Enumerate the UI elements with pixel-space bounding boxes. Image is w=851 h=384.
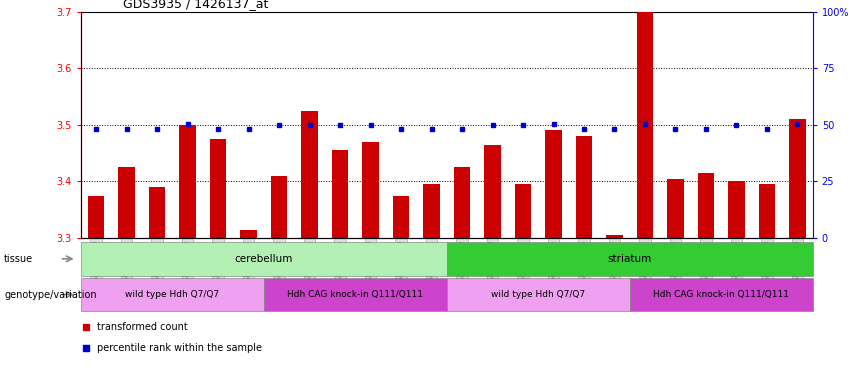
Bar [209,139,226,238]
Bar [363,142,379,238]
Text: cerebellum: cerebellum [235,254,293,264]
Bar [423,184,440,238]
Bar [88,195,105,238]
Text: Hdh CAG knock-in Q111/Q111: Hdh CAG knock-in Q111/Q111 [654,290,789,299]
Text: wild type Hdh Q7/Q7: wild type Hdh Q7/Q7 [491,290,585,299]
Bar [392,195,409,238]
Bar [81,278,264,311]
Bar [698,173,714,238]
Bar [149,187,165,238]
Bar [667,179,684,238]
Bar [271,176,288,238]
Text: tissue: tissue [4,254,33,264]
Bar [118,167,135,238]
Bar [81,242,447,276]
Text: GDS3935 / 1426137_at: GDS3935 / 1426137_at [123,0,269,10]
Bar [484,145,501,238]
Bar [515,184,531,238]
Bar [728,181,745,238]
Bar [240,230,257,238]
Bar [630,278,813,311]
Text: transformed count: transformed count [97,322,188,332]
Bar [301,111,318,238]
Bar [180,125,196,238]
Text: Hdh CAG knock-in Q111/Q111: Hdh CAG knock-in Q111/Q111 [288,290,423,299]
Text: striatum: striatum [608,254,652,264]
Bar [606,235,623,238]
Bar [789,119,806,238]
Bar [454,167,471,238]
Bar [264,278,447,311]
Text: genotype/variation: genotype/variation [4,290,97,300]
Bar [575,136,592,238]
Bar [447,278,630,311]
Text: percentile rank within the sample: percentile rank within the sample [97,343,262,353]
Bar [637,12,654,238]
Text: wild type Hdh Q7/Q7: wild type Hdh Q7/Q7 [125,290,220,299]
Bar [758,184,775,238]
Bar [447,242,813,276]
Bar [332,150,348,238]
Bar [545,131,562,238]
